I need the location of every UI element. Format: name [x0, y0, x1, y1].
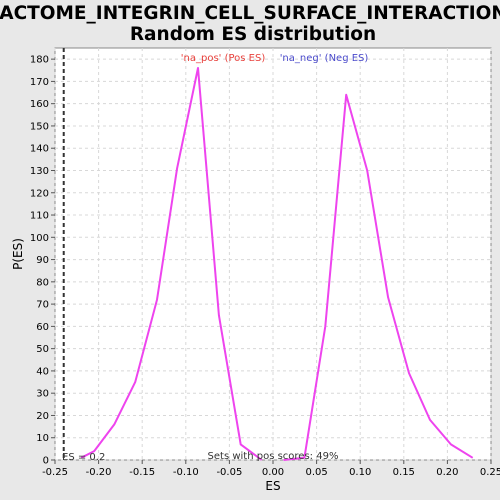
- chart-title-line2: Random ES distribution: [130, 24, 376, 45]
- x-tick-label: 0.00: [262, 467, 284, 478]
- series-line-1: [80, 67, 263, 461]
- x-tick-label: 0.10: [349, 467, 371, 478]
- y-tick-label: 170: [30, 77, 49, 88]
- x-tick-label: -0.05: [216, 467, 242, 478]
- y-tick-label: 10: [36, 433, 49, 444]
- y-axis-label: P(ES): [11, 238, 25, 270]
- x-tick-label: -0.10: [173, 467, 199, 478]
- y-tick-label: 160: [30, 99, 49, 110]
- y-tick-label: 90: [36, 255, 49, 266]
- chart-title-line1: REACTOME_INTEGRIN_CELL_SURFACE_INTERACTI…: [0, 3, 500, 24]
- y-tick-label: 140: [30, 144, 49, 155]
- x-tick-label: 0.25: [480, 467, 500, 478]
- y-tick-label: 20: [36, 411, 49, 422]
- x-axis-label: ES: [265, 479, 280, 493]
- y-tick-label: 130: [30, 166, 49, 177]
- y-tick-label: 120: [30, 188, 49, 199]
- legend-neg-es: 'na_neg' (Neg ES): [280, 53, 369, 64]
- sets-pos-annotation: Sets with pos scores: 49%: [208, 451, 339, 462]
- y-tick-label: 30: [36, 389, 49, 400]
- y-tick-label: 110: [30, 211, 49, 222]
- y-tick-label: 180: [30, 55, 49, 66]
- x-tick-label: 0.15: [393, 467, 415, 478]
- y-tick-label: 50: [36, 344, 49, 355]
- x-tick-label: 0.05: [305, 467, 327, 478]
- es-annotation: ES = 0.2: [62, 452, 105, 463]
- x-tick-label: -0.20: [86, 467, 112, 478]
- y-tick-label: 150: [30, 121, 49, 132]
- y-axis: 0 10 20 30 40 50 60 70 80 90 100 110 120 130 140 150 160…: [30, 55, 55, 467]
- y-tick-label: 0: [43, 456, 49, 467]
- series-lines: [80, 67, 474, 461]
- y-tick-label: 40: [36, 366, 49, 377]
- y-tick-label: 70: [36, 300, 49, 311]
- grid: [54, 48, 492, 461]
- y-tick-label: 100: [30, 233, 49, 244]
- x-tick-label: -0.25: [42, 467, 68, 478]
- x-tick-label: 0.20: [436, 467, 458, 478]
- y-tick-label: 80: [36, 277, 49, 288]
- x-axis: -0.25 -0.20 -0.15 -0.10 -0.05 0.00 0.05 0.10 0.1…: [42, 460, 500, 478]
- y-tick-label: 60: [36, 322, 49, 333]
- x-tick-label: -0.15: [129, 467, 155, 478]
- series-line-2: [283, 93, 474, 461]
- legend-pos-es: 'na_pos' (Pos ES): [181, 53, 266, 64]
